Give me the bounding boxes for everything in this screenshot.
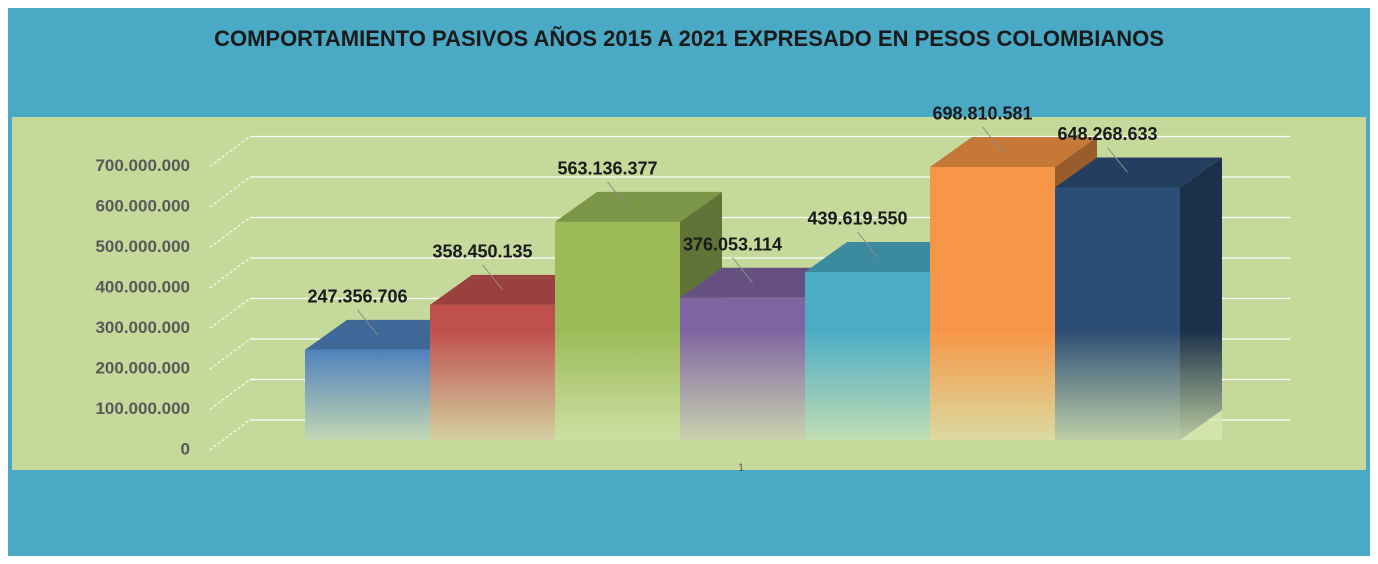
grid-diagonal (209, 176, 251, 208)
leader-line (732, 257, 753, 284)
grid-diagonal (209, 136, 251, 167)
y-tick-label: 0 (181, 439, 190, 458)
grid-diagonal (209, 217, 251, 248)
grid-diagonal (209, 298, 251, 329)
data-label: 563.136.377 (557, 159, 657, 179)
data-label: 247.356.706 (307, 287, 407, 307)
bar-top (930, 136, 1097, 167)
leader-line (607, 181, 628, 208)
data-label: 358.450.135 (432, 242, 532, 262)
bar-fade (1055, 330, 1222, 440)
grid-diagonal (209, 257, 251, 289)
y-tick-label: 100.000.000 (95, 399, 190, 418)
y-tick-label: 300.000.000 (95, 318, 190, 337)
bar-top (1055, 157, 1222, 188)
data-label: 648.268.633 (1057, 124, 1157, 144)
leader-line (357, 309, 378, 336)
y-tick-label: 200.000.000 (95, 358, 190, 377)
leader-line (482, 264, 503, 291)
bar-top (555, 191, 722, 222)
x-tick-label: 1 (738, 462, 744, 474)
grid-diagonal (209, 379, 251, 410)
data-label: 376.053.114 (683, 234, 782, 254)
y-tick-label: 400.000.000 (95, 277, 190, 296)
leader-line (1107, 147, 1128, 173)
chart-title: COMPORTAMIENTO PASIVOS AÑOS 2015 A 2021 … (214, 26, 1164, 51)
y-tick-label: 500.000.000 (95, 237, 190, 256)
grid-diagonal (209, 419, 251, 451)
data-label: 439.619.550 (807, 209, 907, 229)
y-tick-label: 700.000.000 (95, 156, 190, 175)
y-tick-label: 600.000.000 (95, 196, 190, 215)
leader-line (857, 231, 878, 258)
leader-line (982, 126, 1003, 153)
grid-diagonal (209, 338, 251, 370)
data-label: 698.810.581 (932, 104, 1032, 124)
